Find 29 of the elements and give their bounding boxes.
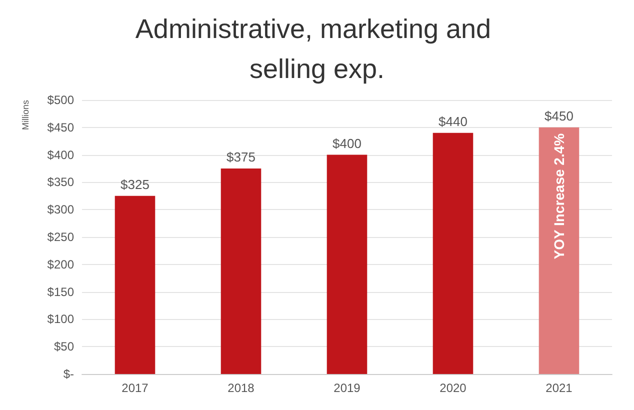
y-tick-label: $250 — [47, 230, 74, 244]
bar — [432, 132, 474, 374]
y-tick-label: $200 — [47, 257, 74, 272]
bar — [114, 196, 156, 374]
y-tick-label: $350 — [47, 175, 74, 190]
bar — [326, 154, 368, 374]
data-label: $440 — [438, 114, 468, 129]
y-tick-label: $300 — [47, 202, 74, 217]
chart-title: Administrative, marketing and selling exp. — [135, 14, 499, 84]
y-tick-label: $100 — [47, 312, 74, 326]
y-tick-label: $450 — [47, 120, 74, 134]
data-label: $450 — [544, 108, 574, 124]
x-tick-label: 2019 — [334, 381, 361, 395]
x-tick-label: 2018 — [228, 381, 255, 395]
y-tick-label: $50 — [54, 340, 74, 354]
bar — [220, 168, 262, 374]
y-axis-title: Millions — [20, 100, 30, 130]
y-tick-label: $500 — [47, 93, 74, 107]
y-tick-label: $400 — [47, 148, 74, 162]
x-tick-label: 2021 — [546, 381, 573, 395]
data-label: $400 — [332, 136, 362, 151]
x-tick-label: 2020 — [440, 381, 467, 395]
bar — [538, 127, 580, 374]
y-tick-label: $- — [63, 367, 74, 381]
data-label: $375 — [226, 150, 256, 164]
annotation: YOY Increase 2.4% — [551, 132, 567, 260]
data-label: $325 — [120, 176, 150, 192]
y-tick-label: $150 — [47, 284, 74, 299]
x-tick-label: 2017 — [122, 381, 149, 395]
